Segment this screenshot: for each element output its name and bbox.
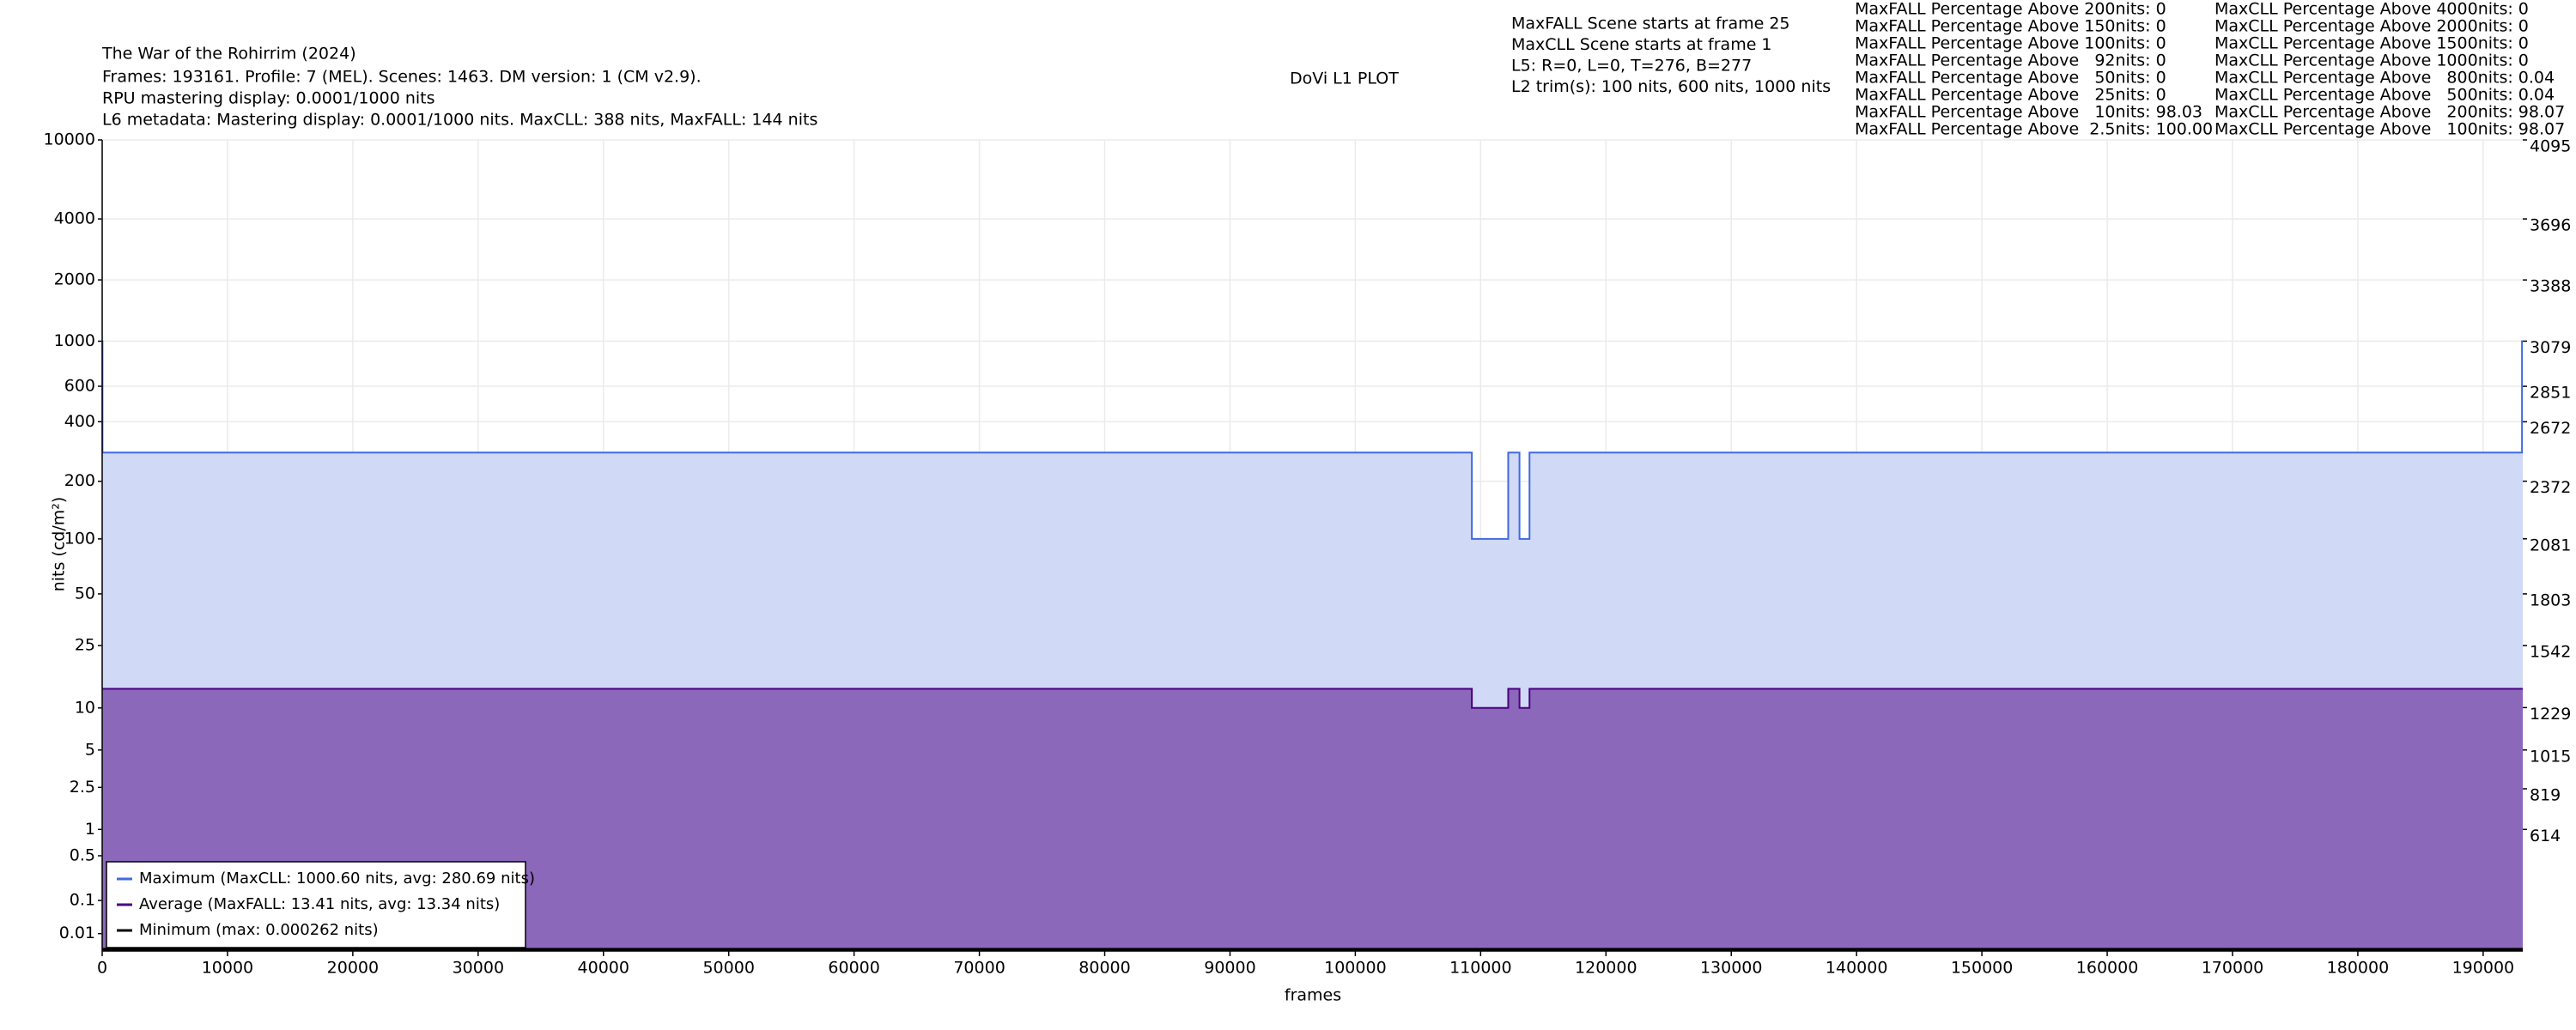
- y-tick-label: 25: [75, 636, 95, 655]
- y-tick-label: 4000: [54, 209, 95, 228]
- maxcll-stat: MaxCLL Percentage Above 1500nits: 0: [2215, 34, 2529, 53]
- maxfall-stat: MaxFALL Percentage Above 150nits: 0: [1855, 17, 2166, 36]
- y2-tick-label: 1015: [2530, 747, 2571, 766]
- info-line: RPU mastering display: 0.0001/1000 nits: [102, 89, 435, 108]
- maxcll-stat: MaxCLL Percentage Above 800nits: 0.04: [2215, 69, 2555, 88]
- x-tick-label: 20000: [327, 959, 379, 978]
- x-tick-label: 170000: [2202, 959, 2264, 978]
- x-tick-label: 50000: [702, 959, 754, 978]
- y2-tick-label: 819: [2530, 786, 2561, 805]
- maxfall-stat: MaxFALL Percentage Above 92nits: 0: [1855, 52, 2166, 70]
- legend-box: [106, 861, 526, 948]
- y2-tick-label: 2851: [2530, 384, 2571, 403]
- maxcll-stat: MaxCLL Percentage Above 2000nits: 0: [2215, 17, 2529, 36]
- y-tick-label: 200: [64, 471, 95, 490]
- x-tick-label: 70000: [953, 959, 1005, 978]
- y2-tick-label: 3079: [2530, 338, 2571, 357]
- y2-tick-label: 2372: [2530, 478, 2571, 497]
- x-tick-label: 150000: [1951, 959, 2014, 978]
- x-tick-label: 110000: [1449, 959, 1512, 978]
- y2-tick-label: 4095: [2530, 137, 2571, 156]
- y2-tick-label: 2672: [2530, 419, 2571, 438]
- x-tick-label: 160000: [2076, 959, 2139, 978]
- x-axis-label: frames: [1285, 986, 1341, 1005]
- x-tick-label: 40000: [578, 959, 629, 978]
- y-tick-label: 1: [85, 820, 95, 839]
- chart-title: The War of the Rohirrim (2024): [101, 45, 356, 64]
- x-tick-label: 130000: [1700, 959, 1763, 978]
- y-tick-label: 100: [64, 529, 95, 548]
- maxfall-stat: MaxFALL Percentage Above 2.5nits: 100.00: [1855, 120, 2213, 139]
- scene-info: MaxFALL Scene starts at frame 25: [1511, 15, 1790, 33]
- y-tick-label: 10000: [44, 130, 95, 149]
- maxfall-stat: MaxFALL Percentage Above 100nits: 0: [1855, 34, 2166, 53]
- maxfall-stat: MaxFALL Percentage Above 50nits: 0: [1855, 69, 2166, 88]
- maxcll-stat: MaxCLL Percentage Above 1000nits: 0: [2215, 52, 2529, 70]
- legend-label: Average (MaxFALL: 13.41 nits, avg: 13.34…: [139, 895, 500, 913]
- maxfall-stat: MaxFALL Percentage Above 10nits: 98.03: [1855, 103, 2202, 122]
- legend-label: Maximum (MaxCLL: 1000.60 nits, avg: 280.…: [139, 869, 535, 888]
- y-tick-label: 0.5: [70, 846, 95, 865]
- y2-tick-label: 3696: [2530, 216, 2571, 235]
- maxcll-stat: MaxCLL Percentage Above 500nits: 0.04: [2215, 86, 2555, 105]
- y-tick-label: 0.1: [70, 891, 95, 910]
- y2-tick-label: 3388: [2530, 277, 2571, 296]
- y-tick-label: 400: [64, 412, 95, 431]
- y-axis-label: nits (cd/m²): [50, 497, 69, 592]
- x-tick-label: 120000: [1575, 959, 1637, 978]
- x-tick-label: 140000: [1826, 959, 1888, 978]
- y-tick-label: 5: [85, 740, 95, 759]
- maxcll-stat: MaxCLL Percentage Above 100nits: 98.07: [2215, 120, 2565, 139]
- y2-tick-label: 1229: [2530, 705, 2571, 724]
- y-tick-label: 600: [64, 377, 95, 396]
- y-tick-label: 2.5: [70, 778, 95, 797]
- x-tick-label: 180000: [2327, 959, 2390, 978]
- x-tick-label: 10000: [202, 959, 253, 978]
- x-tick-label: 30000: [453, 959, 504, 978]
- info-line: L6 metadata: Mastering display: 0.0001/1…: [102, 111, 817, 130]
- series-line: [102, 688, 2523, 709]
- legend-label: Minimum (max: 0.000262 nits): [139, 921, 379, 939]
- scene-info: L2 trim(s): 100 nits, 600 nits, 1000 nit…: [1511, 77, 1831, 96]
- maxcll-stat: MaxCLL Percentage Above 4000nits: 0: [2215, 0, 2529, 19]
- x-tick-label: 190000: [2452, 959, 2515, 978]
- plot-title: DoVi L1 PLOT: [1290, 70, 1399, 88]
- y2-tick-label: 1542: [2530, 643, 2571, 662]
- y2-tick-label: 614: [2530, 827, 2561, 845]
- maxfall-stat: MaxFALL Percentage Above 200nits: 0: [1855, 0, 2166, 19]
- scene-info: L5: R=0, L=0, T=276, B=277: [1511, 57, 1752, 76]
- x-tick-label: 100000: [1324, 959, 1387, 978]
- maxfall-stat: MaxFALL Percentage Above 25nits: 0: [1855, 86, 2166, 105]
- y-tick-label: 10: [75, 698, 95, 717]
- y-tick-label: 2000: [54, 270, 95, 289]
- x-tick-label: 0: [97, 959, 107, 978]
- series-area: [102, 688, 2523, 951]
- x-tick-label: 90000: [1204, 959, 1255, 978]
- series-line: [101, 340, 2524, 540]
- y2-tick-label: 2081: [2530, 536, 2571, 554]
- maxcll-stat: MaxCLL Percentage Above 200nits: 98.07: [2215, 103, 2565, 122]
- info-line: Frames: 193161. Profile: 7 (MEL). Scenes…: [102, 68, 702, 87]
- y2-tick-label: 1803: [2530, 591, 2571, 609]
- y-tick-label: 50: [75, 584, 95, 603]
- y-tick-label: 1000: [54, 331, 95, 350]
- x-tick-label: 80000: [1078, 959, 1130, 978]
- x-tick-label: 60000: [828, 959, 879, 978]
- y-tick-label: 0.01: [59, 924, 95, 942]
- scene-info: MaxCLL Scene starts at frame 1: [1511, 35, 1772, 54]
